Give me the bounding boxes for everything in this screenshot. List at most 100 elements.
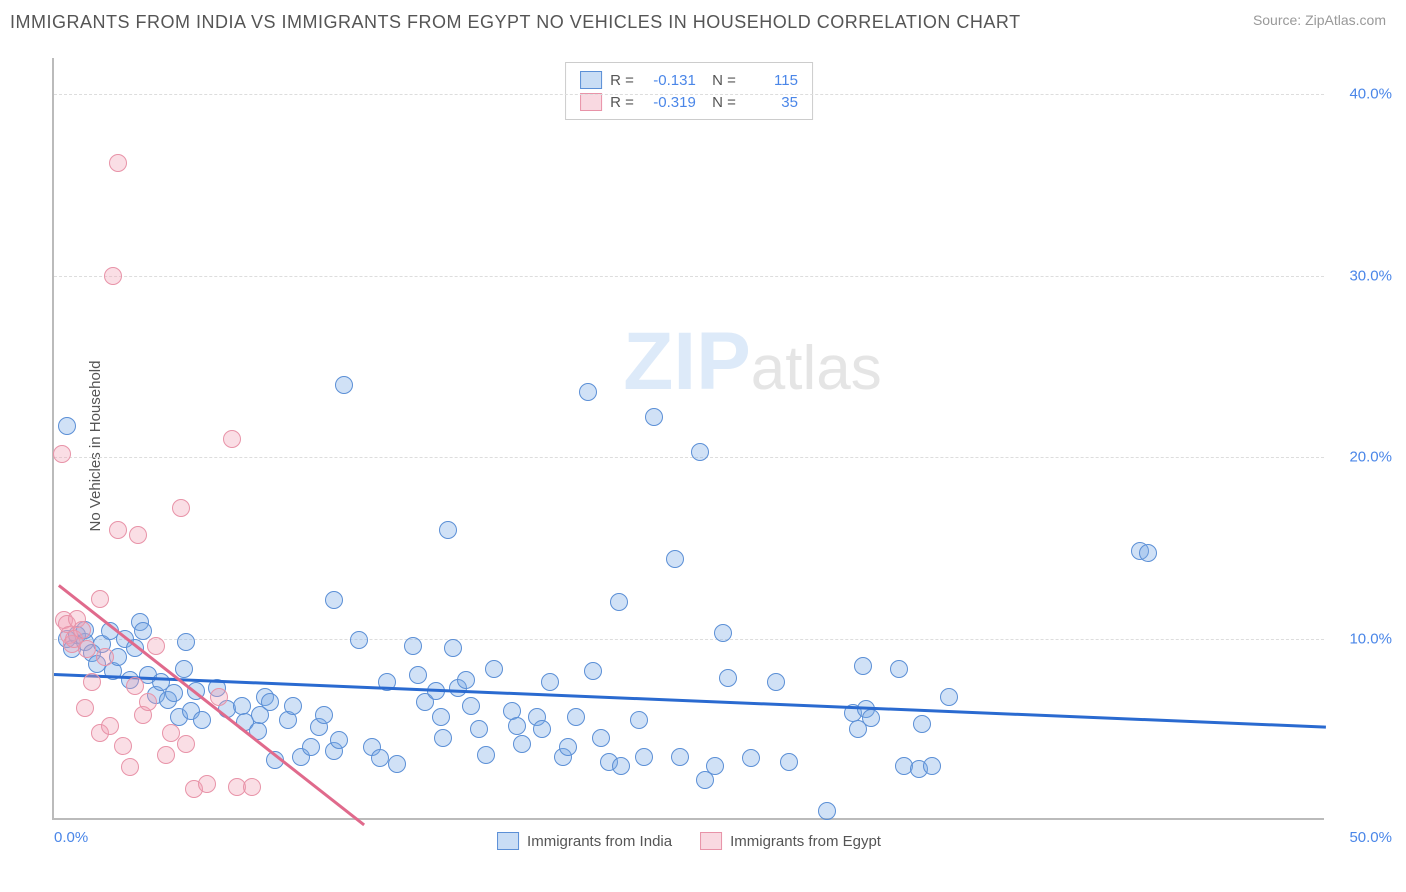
legend-row: R = -0.131 N = 115 — [580, 69, 798, 91]
gridline — [54, 94, 1324, 95]
y-tick-label: 30.0% — [1349, 267, 1392, 284]
data-point — [172, 499, 190, 517]
data-point — [541, 673, 559, 691]
gridline — [54, 639, 1324, 640]
data-point — [198, 775, 216, 793]
data-point — [96, 648, 114, 666]
data-point — [691, 443, 709, 461]
data-point — [714, 624, 732, 642]
data-point — [508, 717, 526, 735]
data-point — [350, 631, 368, 649]
data-point — [58, 417, 76, 435]
data-point — [559, 738, 577, 756]
data-point — [742, 749, 760, 767]
data-point — [78, 640, 96, 658]
legend-swatch — [580, 93, 602, 111]
data-point — [671, 748, 689, 766]
watermark-zip: ZIP — [623, 315, 751, 409]
data-point — [243, 778, 261, 796]
data-point — [210, 688, 228, 706]
data-point — [147, 637, 165, 655]
data-point — [177, 735, 195, 753]
n-value: 115 — [744, 72, 798, 89]
data-point — [645, 408, 663, 426]
data-point — [457, 671, 475, 689]
data-point — [91, 590, 109, 608]
data-point — [104, 267, 122, 285]
data-point — [610, 593, 628, 611]
data-point — [1139, 544, 1157, 562]
data-point — [862, 709, 880, 727]
data-point — [284, 697, 302, 715]
data-point — [854, 657, 872, 675]
data-point — [121, 758, 139, 776]
data-point — [584, 662, 602, 680]
data-point — [666, 550, 684, 568]
data-point — [371, 749, 389, 767]
r-label: R = — [610, 94, 634, 111]
n-label: N = — [704, 94, 736, 111]
gridline — [54, 457, 1324, 458]
data-point — [913, 715, 931, 733]
data-point — [592, 729, 610, 747]
data-point — [567, 708, 585, 726]
page-title: IMMIGRANTS FROM INDIA VS IMMIGRANTS FROM… — [10, 12, 1021, 33]
source-attribution: Source: ZipAtlas.com — [1253, 12, 1386, 28]
data-point — [409, 666, 427, 684]
data-point — [330, 731, 348, 749]
data-point — [462, 697, 480, 715]
data-point — [101, 717, 119, 735]
data-point — [470, 720, 488, 738]
data-point — [126, 677, 144, 695]
data-point — [612, 757, 630, 775]
data-point — [53, 445, 71, 463]
data-point — [302, 738, 320, 756]
data-point — [157, 746, 175, 764]
data-point — [223, 430, 241, 448]
data-point — [261, 693, 279, 711]
data-point — [325, 591, 343, 609]
data-point — [923, 757, 941, 775]
data-point — [177, 633, 195, 651]
data-point — [129, 526, 147, 544]
data-point — [444, 639, 462, 657]
data-point — [83, 673, 101, 691]
legend-label: Immigrants from India — [527, 833, 672, 850]
legend-label: Immigrants from Egypt — [730, 833, 881, 850]
y-tick-label: 40.0% — [1349, 86, 1392, 103]
data-point — [109, 154, 127, 172]
legend-item: Immigrants from Egypt — [700, 832, 881, 850]
data-point — [134, 622, 152, 640]
data-point — [76, 699, 94, 717]
r-value: -0.131 — [642, 72, 696, 89]
data-point — [233, 697, 251, 715]
data-point — [533, 720, 551, 738]
data-point — [940, 688, 958, 706]
data-point — [434, 729, 452, 747]
data-point — [165, 684, 183, 702]
legend-item: Immigrants from India — [497, 832, 672, 850]
data-point — [114, 737, 132, 755]
data-point — [193, 711, 211, 729]
legend-swatch — [497, 832, 519, 850]
data-point — [890, 660, 908, 678]
data-point — [404, 637, 422, 655]
data-point — [767, 673, 785, 691]
n-label: N = — [704, 72, 736, 89]
n-value: 35 — [744, 94, 798, 111]
data-point — [439, 521, 457, 539]
r-label: R = — [610, 72, 634, 89]
data-point — [139, 693, 157, 711]
data-point — [706, 757, 724, 775]
r-value: -0.319 — [642, 94, 696, 111]
data-point — [335, 376, 353, 394]
data-point — [579, 383, 597, 401]
x-tick-label: 50.0% — [1349, 829, 1392, 846]
data-point — [73, 621, 91, 639]
y-tick-label: 20.0% — [1349, 449, 1392, 466]
y-tick-label: 10.0% — [1349, 630, 1392, 647]
data-point — [485, 660, 503, 678]
watermark: ZIPatlas — [623, 315, 882, 409]
x-tick-label: 0.0% — [54, 829, 88, 846]
data-point — [780, 753, 798, 771]
